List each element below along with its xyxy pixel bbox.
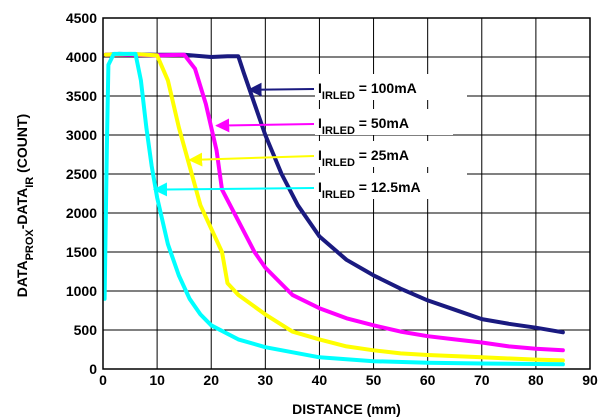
y-tick-label: 1500	[66, 244, 97, 260]
annotation-value: = 25mA	[355, 147, 409, 163]
annotation-prefix: I	[318, 147, 322, 163]
annotation-arrow	[153, 182, 315, 197]
annotation-50ma: IIRLED = 50mA	[215, 109, 453, 137]
y-tick-label: 2500	[66, 166, 97, 182]
y-tick-label: 1000	[66, 283, 97, 299]
series-line-12-5ma	[102, 51, 565, 367]
annotation-arrow	[247, 82, 315, 97]
x-tick-label: 90	[582, 372, 598, 388]
y-tick-label: 2000	[66, 205, 97, 221]
x-axis-title: DISTANCE (mm)	[292, 401, 401, 417]
y-tick-label: 4500	[66, 10, 97, 26]
y-tick-label: 500	[74, 322, 98, 338]
y-tick-label: 3000	[66, 127, 97, 143]
x-tick-label: 70	[474, 372, 490, 388]
annotation-value: = 12.5mA	[355, 179, 421, 195]
annotation-label: IIRLED = 50mA	[318, 115, 409, 137]
tick-labels: 0 10 20 30 40 50 60 70 80 90 0 500 1000 1500 2000 2500 3…	[66, 10, 598, 388]
annotation-prefix: I	[318, 80, 322, 96]
y-title-part: DATA	[14, 260, 30, 297]
annotation-subscript: IRLED	[322, 125, 355, 137]
annotation-value: = 100mA	[355, 80, 417, 96]
y-axis-title: DATAPROX-DATAIR (COUNT)	[14, 114, 36, 297]
x-tick-label: 0	[99, 372, 107, 388]
annotation-value: = 50mA	[355, 115, 409, 131]
annotation-100ma: IIRLED = 100mA	[247, 74, 467, 102]
series-line-100ma	[103, 51, 565, 335]
x-tick-label: 40	[312, 372, 328, 388]
plot-border	[102, 17, 591, 370]
annotation-bg	[315, 74, 467, 100]
annotation-12-5ma: IIRLED = 12.5mA	[153, 173, 467, 201]
annotation-25ma: IIRLED = 25mA	[188, 141, 453, 169]
annotation-subscript: IRLED	[322, 189, 355, 201]
annotation-arrow	[215, 118, 315, 133]
annotation-arrow	[188, 152, 315, 167]
x-tick-label: 60	[420, 372, 436, 388]
annotation-subscript: IRLED	[322, 90, 355, 102]
y-tick-label: 0	[89, 361, 97, 377]
x-tick-label: 80	[528, 372, 544, 388]
y-title-subscript: PROX	[24, 229, 36, 261]
y-title-part: (COUNT)	[14, 114, 30, 177]
x-tick-label: 10	[149, 372, 165, 388]
series-lines	[102, 51, 565, 367]
series-line-50ma	[103, 52, 565, 353]
y-tick-label: 4000	[66, 49, 97, 65]
x-tick-label: 20	[203, 372, 219, 388]
annotation-bg	[315, 173, 467, 199]
plot-frame	[102, 17, 591, 370]
annotation-prefix: I	[318, 115, 322, 131]
y-tick-label: 3500	[66, 88, 97, 104]
series-line-25ma	[103, 51, 565, 363]
y-title-part: -DATA	[14, 188, 30, 229]
annotation-label: IIRLED = 25mA	[318, 147, 409, 169]
annotation-label: IIRLED = 100mA	[318, 80, 417, 102]
annotation-bg	[315, 109, 453, 135]
x-tick-label: 30	[258, 372, 274, 388]
annotation-prefix: I	[318, 179, 322, 195]
annotation-label: IIRLED = 12.5mA	[318, 179, 421, 201]
annotation-bg	[315, 141, 453, 167]
annotation-subscript: IRLED	[322, 157, 355, 169]
y-title-subscript: IR	[24, 177, 36, 188]
x-tick-label: 50	[366, 372, 382, 388]
